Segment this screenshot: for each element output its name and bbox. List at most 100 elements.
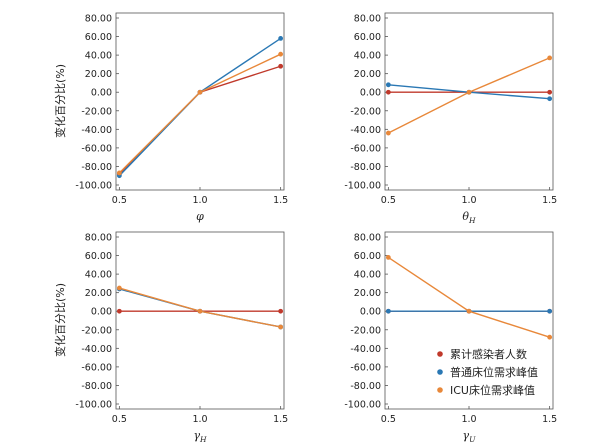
y-tick-label: -40.00	[350, 125, 381, 136]
legend-marker-1	[437, 351, 443, 357]
x-axis-label: θH	[462, 210, 476, 225]
data-point	[278, 324, 284, 330]
y-tick-label: 0.00	[360, 307, 381, 318]
series-line-3	[118, 53, 281, 174]
data-point	[116, 308, 122, 314]
data-point	[385, 308, 391, 314]
axes-frame	[384, 12, 554, 191]
y-tick-label: -100.00	[75, 181, 112, 192]
legend-entry-3: ICU床位需求峰值	[450, 383, 535, 397]
y-tick-label: 0.00	[91, 88, 112, 99]
series-line-2	[118, 37, 282, 177]
subplot-1: 80.00 60.00 40.00 20.00 0.00 -20.00 -40.00 -60.…	[53, 12, 288, 223]
x-tick-label: 1.0	[461, 195, 476, 206]
y-axis-label: 变化百分比(%)	[53, 64, 67, 138]
axes-frame	[115, 12, 285, 191]
y-tick-label: 20.00	[85, 69, 112, 80]
x-tick-label: 1.0	[461, 414, 476, 425]
legend-marker-3	[437, 387, 443, 393]
y-tick-label: 80.00	[85, 233, 112, 244]
data-point	[278, 36, 284, 41]
y-tick-label: -40.00	[81, 125, 112, 136]
y-axis-label: 变化百分比(%)	[53, 283, 67, 357]
y-tick-label: 80.00	[354, 14, 381, 25]
y-tick-label: 20.00	[354, 288, 381, 299]
y-tick-label: -100.00	[344, 181, 381, 192]
subplot-2: 80.00 60.00 40.00 20.00 0.00 -20.00 -40.00 -60.…	[344, 12, 557, 225]
y-tick-label: 0.00	[360, 88, 381, 99]
x-tick-label: 0.5	[381, 414, 396, 425]
data-point	[278, 51, 284, 57]
legend-entry-2: 普通床位需求峰值	[450, 365, 538, 379]
series-line-1	[118, 65, 281, 175]
data-point	[116, 285, 122, 291]
x-tick-label: 0.5	[112, 414, 127, 425]
series-line-3	[119, 287, 281, 328]
y-tick-label: 40.00	[354, 270, 381, 281]
y-tick-label: 40.00	[354, 51, 381, 62]
axes-frame	[384, 231, 554, 410]
data-point	[278, 308, 284, 314]
data-point	[547, 89, 553, 95]
y-tick-label: -20.00	[350, 325, 381, 336]
y-tick-label: -60.00	[350, 143, 381, 154]
axes-frame	[115, 231, 285, 410]
x-axis-label: γU	[463, 429, 477, 443]
data-point	[466, 308, 472, 314]
data-point	[547, 55, 553, 61]
data-point	[278, 63, 284, 69]
y-tick-label: 60.00	[85, 32, 112, 43]
x-tick-label: 1.5	[273, 414, 288, 425]
y-tick-label: -80.00	[350, 381, 381, 392]
y-tick-label: -80.00	[81, 162, 112, 173]
y-tick-label: -40.00	[350, 344, 381, 355]
y-tick-label: 40.00	[85, 51, 112, 62]
subplot-3: 80.00 60.00 40.00 20.00 0.00 -20.00 -40.00 -60.…	[53, 231, 288, 443]
data-point	[197, 308, 203, 314]
data-point	[547, 334, 553, 340]
x-tick-label: 1.0	[192, 414, 207, 425]
subplot-4: 80.00 60.00 40.00 20.00 0.00 -20.00 -40.00 -60.…	[344, 231, 557, 443]
y-tick-label: 60.00	[354, 32, 381, 43]
x-tick-label: 1.5	[542, 195, 557, 206]
y-tick-label: -100.00	[75, 400, 112, 411]
x-tick-label: 0.5	[112, 195, 127, 206]
y-tick-label: 20.00	[85, 288, 112, 299]
data-point	[547, 96, 553, 102]
data-point	[197, 89, 203, 95]
y-tick-label: 40.00	[85, 270, 112, 281]
data-point	[385, 89, 391, 95]
series-line-3	[387, 256, 550, 338]
y-tick-label: -80.00	[350, 162, 381, 173]
data-point	[385, 130, 391, 136]
data-point	[547, 308, 553, 314]
x-tick-label: 1.0	[192, 195, 207, 206]
y-tick-label: -20.00	[81, 325, 112, 336]
x-tick-label: 1.5	[273, 195, 288, 206]
data-point	[385, 82, 391, 88]
y-tick-label: 60.00	[354, 251, 381, 262]
y-tick-label: 0.00	[91, 307, 112, 318]
y-tick-label: 80.00	[85, 14, 112, 25]
y-tick-label: -20.00	[350, 106, 381, 117]
y-tick-label: -20.00	[81, 106, 112, 117]
y-tick-label: -60.00	[81, 143, 112, 154]
y-tick-label: 60.00	[85, 251, 112, 262]
y-tick-label: 80.00	[354, 233, 381, 244]
legend-marker-2	[437, 369, 443, 375]
y-tick-label: -60.00	[350, 362, 381, 373]
legend-entry-1: 累计感染者人数	[450, 347, 527, 361]
y-tick-label: -80.00	[81, 381, 112, 392]
data-point	[466, 89, 472, 95]
y-tick-label: -100.00	[344, 400, 381, 411]
y-tick-label: 20.00	[354, 69, 381, 80]
x-tick-label: 1.5	[542, 414, 557, 425]
x-tick-label: 0.5	[381, 195, 396, 206]
series-line-3	[388, 57, 550, 134]
y-tick-label: -60.00	[81, 362, 112, 373]
x-axis-label: φ	[196, 210, 204, 223]
x-axis-label: γH	[193, 429, 207, 443]
y-tick-label: -40.00	[81, 344, 112, 355]
